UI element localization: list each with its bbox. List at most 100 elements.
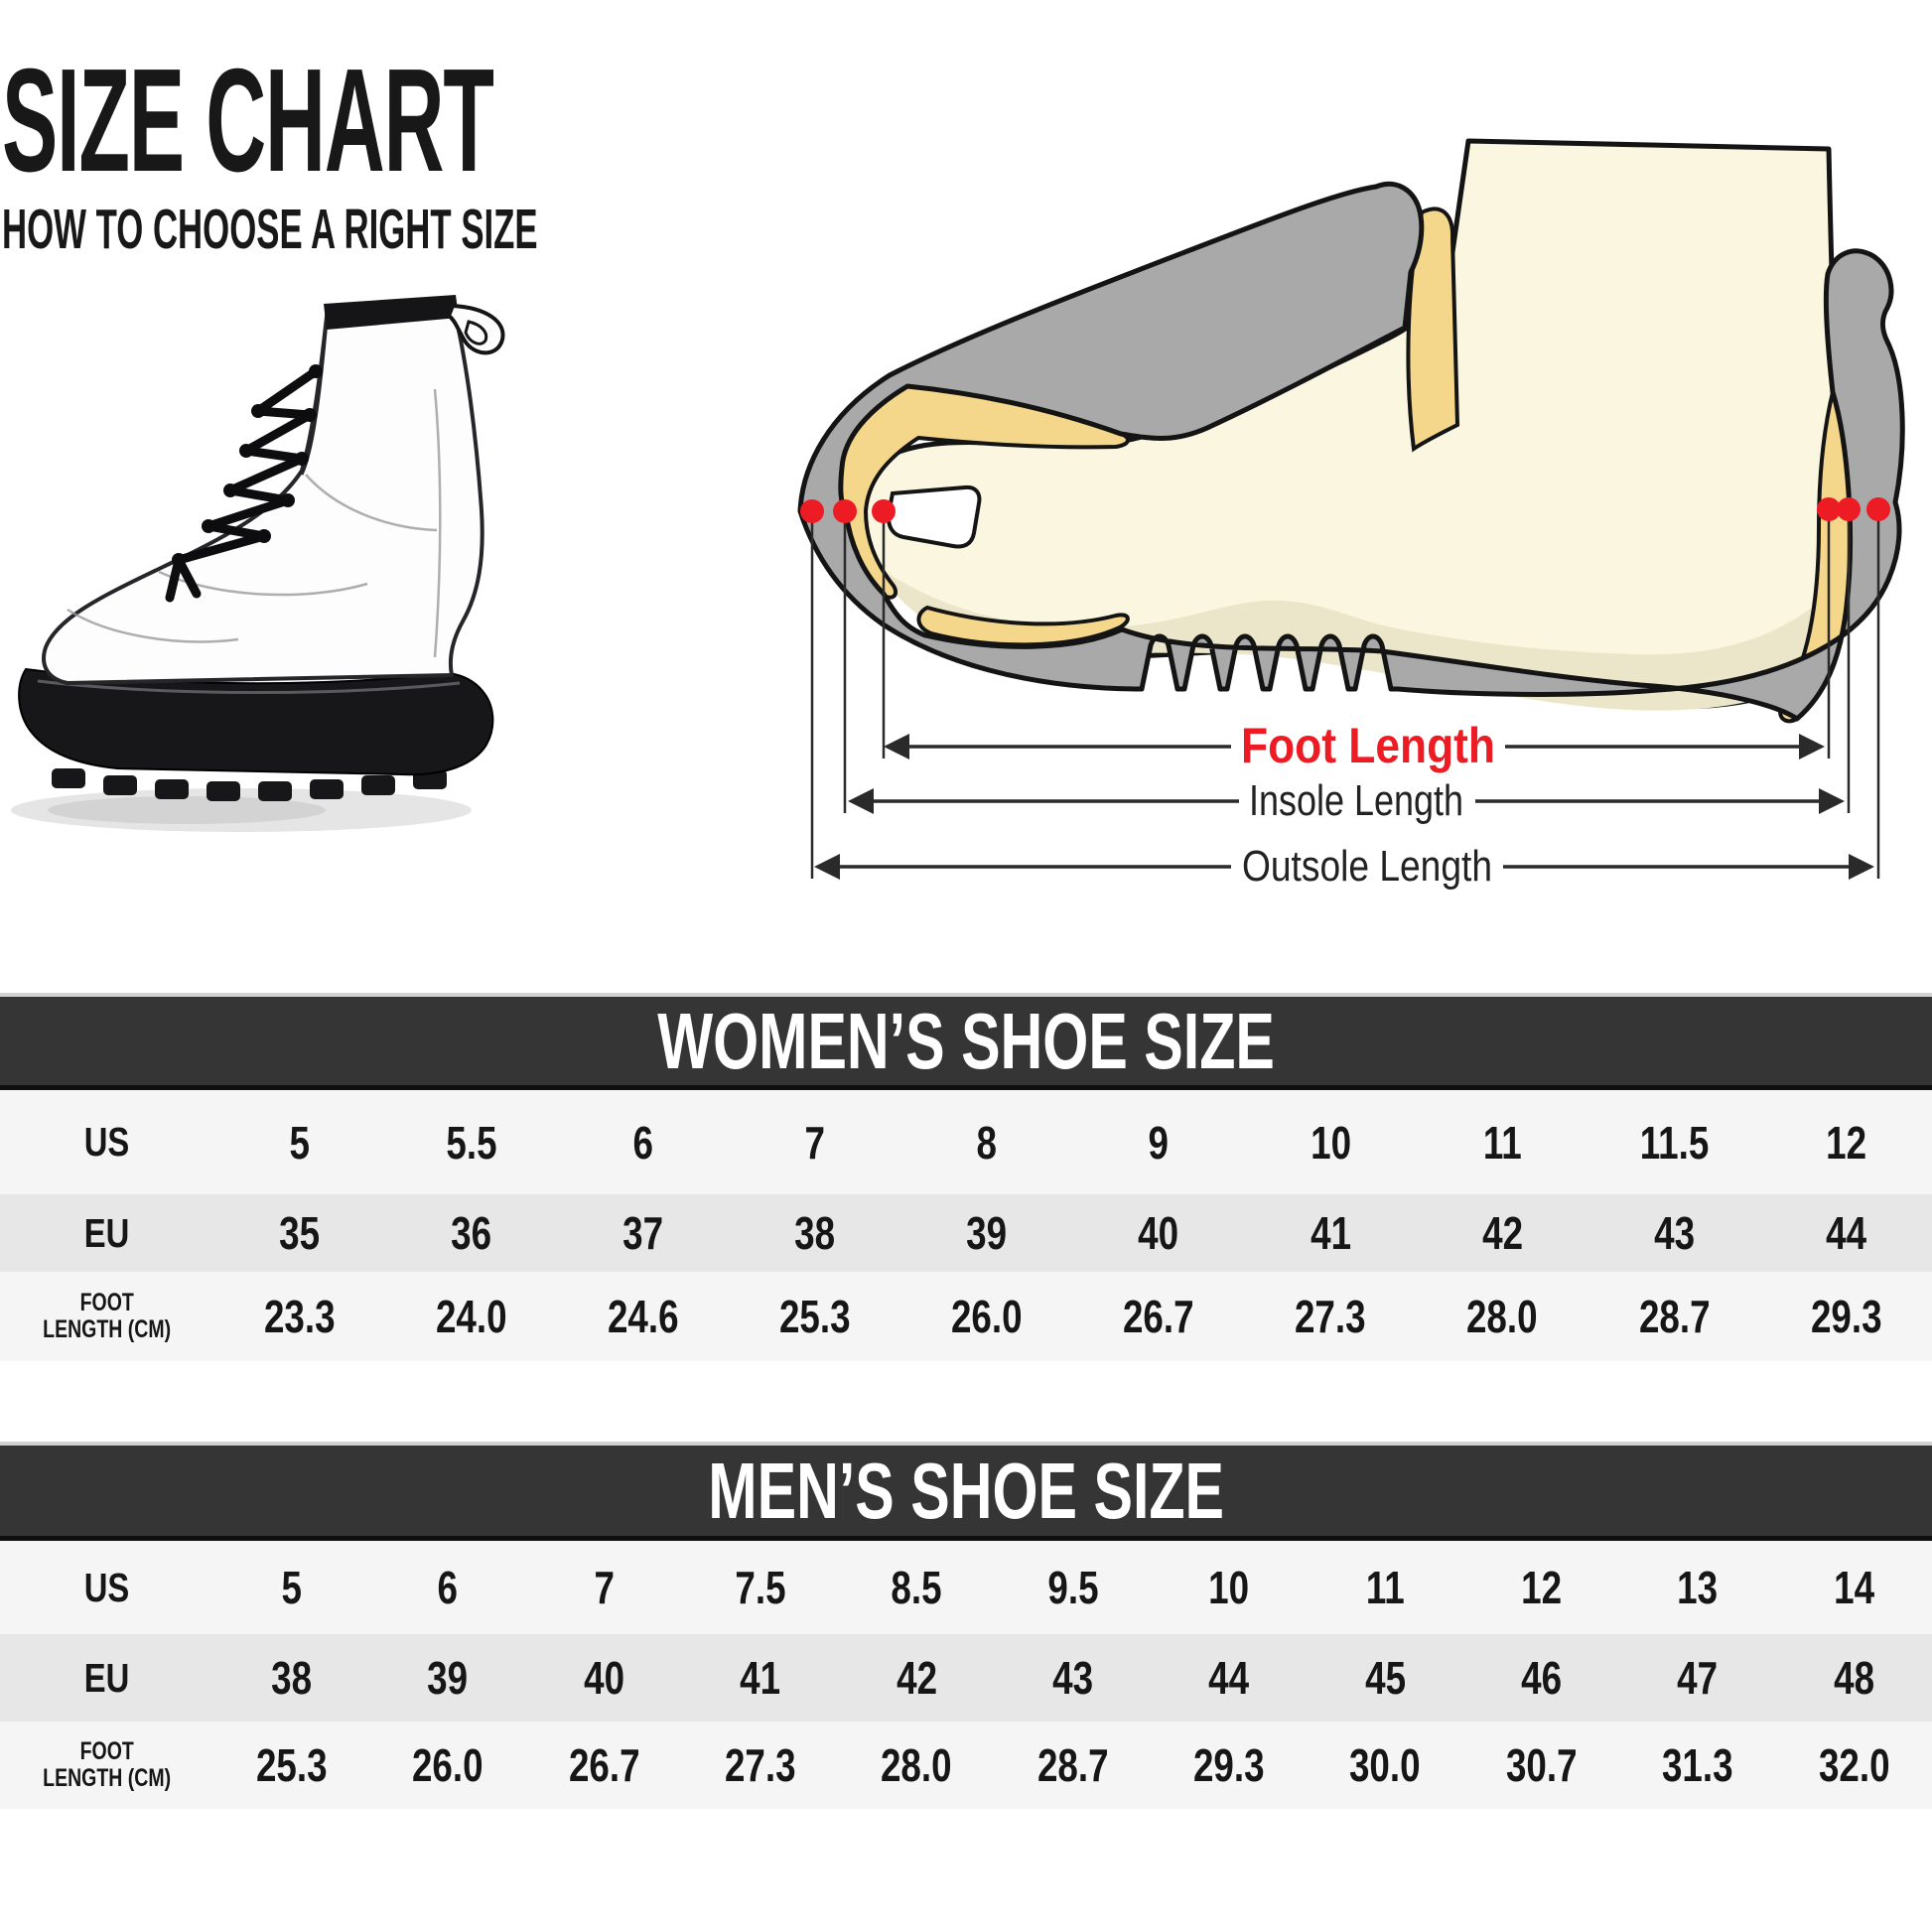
foot-shading: [878, 566, 1821, 711]
table-cell: 40: [583, 1652, 624, 1704]
table-cell: 26.0: [951, 1291, 1023, 1342]
table-cell: 9: [1148, 1116, 1170, 1169]
row-label: FOOT LENGTH (CM): [43, 1736, 171, 1792]
row-label: US: [83, 1564, 130, 1610]
table-cell: 44: [1825, 1207, 1866, 1259]
table-cell: 12: [1825, 1116, 1866, 1169]
table-cell: 26.0: [412, 1739, 483, 1791]
table-cell: 28.7: [1036, 1739, 1109, 1791]
table-cell: 5: [281, 1562, 302, 1613]
womens-size-table: WOMEN’S SHOE SIZE US 5 5.5 6 7 8 9 10 11 11.5 12 EU 3…: [0, 993, 1932, 1361]
table-cell: 45: [1364, 1652, 1406, 1704]
table-cell: 7.5: [735, 1562, 786, 1613]
foot-measurement-diagram: Foot Length Insole Length Outsole Length: [797, 138, 1905, 891]
outsole-length-measure: Outsole Length: [814, 842, 1874, 891]
table-cell: 30.7: [1505, 1739, 1578, 1791]
table-cell: 10: [1310, 1116, 1351, 1169]
table-cell: 12: [1521, 1562, 1563, 1613]
table-cell: 39: [966, 1207, 1008, 1259]
measurement-dots: [800, 497, 1890, 523]
table-cell: 14: [1833, 1562, 1874, 1613]
table-cell: 25.3: [255, 1739, 328, 1791]
table-cell: 32.0: [1818, 1739, 1890, 1791]
table-cell: 28.7: [1638, 1291, 1711, 1342]
table-cell: 28.0: [1466, 1291, 1539, 1342]
boot-illustration: [11, 295, 505, 832]
table-cell: 5.5: [446, 1116, 497, 1169]
table-cell: 25.3: [779, 1291, 851, 1342]
page-title: SIZE CHART: [2, 39, 494, 203]
table-cell: 39: [427, 1652, 469, 1704]
table-cell: 24.6: [607, 1291, 679, 1342]
table-cell: 27.3: [724, 1739, 796, 1791]
table-cell: 43: [1052, 1652, 1093, 1704]
table-title: WOMEN’S SHOE SIZE: [657, 996, 1275, 1085]
table-row: US 5 5.5 6 7 8 9 10 11 11.5 12: [0, 1090, 1932, 1194]
table-row: FOOT LENGTH (CM) 23.3 24.0 24.6 25.3 26.0 26.7 2…: [0, 1272, 1932, 1361]
table-cell: 8: [976, 1116, 998, 1169]
page-subtitle: HOW TO CHOOSE A RIGHT SIZE: [2, 198, 538, 261]
shoe-cross-section: [797, 181, 1905, 722]
table-cell: 28.0: [881, 1739, 952, 1791]
table-cell: 27.3: [1295, 1291, 1366, 1342]
table-row: FOOT LENGTH (CM) 25.3 26.0 26.7 27.3 28.0 28.7 2…: [0, 1722, 1932, 1809]
foot-length-measure: Foot Length: [884, 718, 1825, 773]
insole-lining-arch: [916, 605, 1130, 647]
table-cell: 42: [1481, 1207, 1523, 1259]
table-cell: 31.3: [1662, 1739, 1733, 1791]
table-cell: 40: [1138, 1207, 1179, 1259]
row-label: EU: [83, 1209, 130, 1256]
boot-sole: [18, 667, 494, 801]
boot-upper: [42, 295, 505, 685]
table-title-bar: MEN’S SHOE SIZE: [0, 1442, 1932, 1541]
table-cell: 7: [804, 1116, 826, 1169]
outsole-length-label: Outsole Length: [1242, 842, 1492, 891]
row-label: EU: [83, 1654, 130, 1701]
table-cell: 9.5: [1046, 1562, 1099, 1613]
boot-eyelets: [172, 364, 323, 567]
insole-length-label: Insole Length: [1249, 776, 1463, 825]
table-cell: 11.5: [1639, 1116, 1710, 1169]
table-title-bar: WOMEN’S SHOE SIZE: [0, 993, 1932, 1090]
table-title: MEN’S SHOE SIZE: [708, 1446, 1224, 1535]
boot-laces: [165, 366, 321, 603]
foot-length-label: Foot Length: [1241, 718, 1495, 773]
table-cell: 47: [1677, 1652, 1719, 1704]
table-cell: 36: [451, 1207, 492, 1259]
table-cell: 23.3: [263, 1291, 336, 1342]
table-cell: 44: [1208, 1652, 1250, 1704]
toenail: [886, 484, 982, 549]
table-cell: 26.7: [1123, 1291, 1194, 1342]
table-cell: 37: [622, 1207, 664, 1259]
mens-size-table: MEN’S SHOE SIZE US 5 6 7 7.5 8.5 9.5 10 11 12 13 14 E…: [0, 1442, 1932, 1809]
table-cell: 38: [794, 1207, 836, 1259]
table-cell: 29.3: [1193, 1739, 1265, 1791]
table-row: US 5 6 7 7.5 8.5 9.5 10 11 12 13 14: [0, 1541, 1932, 1634]
table-cell: 5: [289, 1116, 310, 1169]
table-cell: 30.0: [1349, 1739, 1421, 1791]
table-cell: 29.3: [1810, 1291, 1882, 1342]
table-cell: 41: [1310, 1207, 1351, 1259]
measurement-guides: [810, 509, 1880, 879]
table-cell: 46: [1521, 1652, 1563, 1704]
table-cell: 6: [437, 1562, 459, 1613]
table-cell: 35: [279, 1207, 321, 1259]
table-cell: 7: [594, 1562, 615, 1613]
table-cell: 42: [896, 1652, 937, 1704]
row-label: US: [83, 1119, 130, 1165]
boot-collar: [324, 295, 459, 330]
table-row: EU 38 39 40 41 42 43 44 45 46 47 48: [0, 1634, 1932, 1722]
table-row: EU 35 36 37 38 39 40 41 42 43 44: [0, 1194, 1932, 1272]
table-cell: 8.5: [891, 1562, 942, 1613]
table-cell: 43: [1653, 1207, 1695, 1259]
table-cell: 11: [1365, 1562, 1405, 1613]
table-cell: 13: [1677, 1562, 1719, 1613]
boot-shadow: [11, 788, 472, 832]
table-cell: 10: [1208, 1562, 1250, 1613]
table-cell: 41: [740, 1652, 781, 1704]
insole-length-measure: Insole Length: [848, 776, 1845, 825]
table-cell: 38: [271, 1652, 313, 1704]
table-cell: 24.0: [435, 1291, 507, 1342]
table-cell: 48: [1833, 1652, 1874, 1704]
